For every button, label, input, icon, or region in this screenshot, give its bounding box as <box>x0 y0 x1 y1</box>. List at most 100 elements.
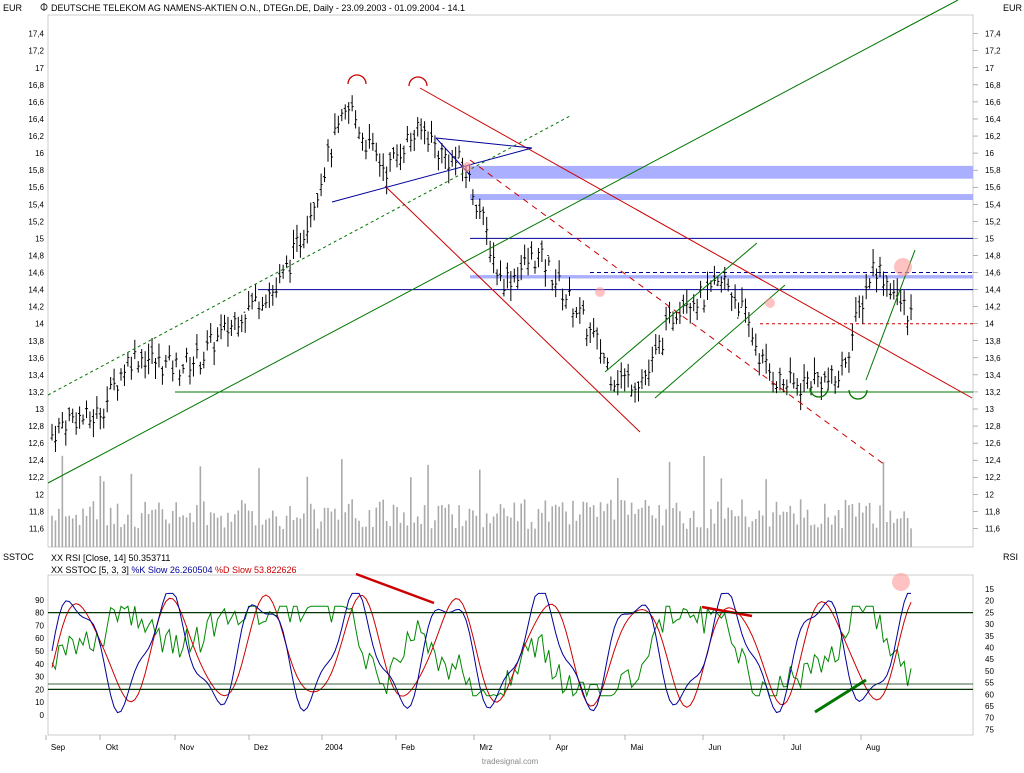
double-bottom-marker <box>848 389 868 400</box>
price-tick-left: 12 <box>35 490 44 499</box>
rebound-channel-lower <box>654 284 786 399</box>
price-tick-left: 16,6 <box>28 98 44 107</box>
rsi-tick: 75 <box>985 725 994 734</box>
price-tick-right: 11,6 <box>985 524 1001 533</box>
price-tick-left: 13 <box>35 405 44 414</box>
price-tick-left: 12,2 <box>28 473 44 482</box>
rsi-tick: 35 <box>985 632 994 641</box>
rsi-tick: 55 <box>985 679 994 688</box>
rsi-tick: 20 <box>985 597 994 606</box>
price-tick-left: 14,4 <box>28 286 44 295</box>
price-tick-right: 13,8 <box>985 337 1001 346</box>
sstoc-tick: 70 <box>35 621 44 630</box>
price-tick-left: 13,8 <box>28 337 44 346</box>
x-tick-label: Apr <box>556 743 569 752</box>
x-tick-label: Jun <box>709 743 722 752</box>
rsi-tick: 25 <box>985 608 994 617</box>
price-tick-right: 14,6 <box>985 269 1001 278</box>
time-axis: Sep Okt Nov Dez 2004 Feb Mrz Apr Mai Jun Jul Aug <box>45 735 880 752</box>
x-tick-label: Feb <box>401 743 415 752</box>
rsi-tick: 60 <box>985 690 994 699</box>
rsi-tick: 50 <box>985 667 994 676</box>
watermark-text: tradesignal.com <box>482 757 539 766</box>
rsi-tick: 30 <box>985 620 994 629</box>
price-tick-left: 17 <box>35 64 44 73</box>
price-tick-left: 11,8 <box>29 507 45 516</box>
x-tick-label: 2004 <box>325 743 343 752</box>
indicator-panel-frame <box>47 574 974 736</box>
double-top-marker <box>408 76 428 87</box>
price-tick-left: 14,6 <box>28 269 44 278</box>
sstoc-tick: 80 <box>35 609 44 618</box>
price-tick-left: 14,8 <box>28 251 44 260</box>
price-tick-right: 14,4 <box>985 286 1001 295</box>
price-tick-left: 16,4 <box>28 115 44 124</box>
highlight-circle <box>765 298 775 308</box>
highlight-circle <box>595 287 605 297</box>
highlight-circle <box>892 573 910 591</box>
price-tick-right: 15,6 <box>985 183 1001 192</box>
indicator-axis: 0 10 20 30 40 50 60 70 80 90 15 20 25 30 35 40 45 50 55 60 6… <box>35 585 994 734</box>
sstoc-tick: 0 <box>40 711 45 720</box>
price-tick-right: 16 <box>985 149 994 158</box>
x-tick-label: Okt <box>106 743 119 752</box>
sstoc-tick: 30 <box>35 673 44 682</box>
uptrend-dashed-line <box>47 115 571 396</box>
stoch-d-line <box>51 594 912 708</box>
price-tick-right: 13,2 <box>985 388 1001 397</box>
sstoc-tick: 20 <box>35 685 44 694</box>
price-tick-left: 13,2 <box>28 388 44 397</box>
price-levels <box>175 237 973 393</box>
sstoc-tick: 40 <box>35 660 44 669</box>
bullish-divergence-line <box>814 678 867 714</box>
volume-bars <box>51 455 912 547</box>
x-tick-label: Mrz <box>479 743 492 752</box>
x-tick-label: Aug <box>866 743 880 752</box>
price-tick-right: 17,2 <box>985 47 1001 56</box>
price-axis: 11,6 11,6 11,8 11,8 12 12 12,2 12,2 12,4 12,4 12,6… <box>28 30 1001 534</box>
price-tick-left: 11,6 <box>29 524 45 533</box>
price-tick-left: 15,8 <box>28 166 44 175</box>
rsi-tick: 45 <box>985 655 994 664</box>
price-tick-right: 16,8 <box>985 81 1001 90</box>
price-tick-right: 16,4 <box>985 115 1001 124</box>
rsi-line <box>51 605 912 698</box>
price-tick-right: 15,2 <box>985 217 1001 226</box>
triangle-upper-edge <box>435 137 533 149</box>
price-tick-left: 12,4 <box>28 456 44 465</box>
rsi-tick: 40 <box>985 644 994 653</box>
price-tick-right: 13,4 <box>985 371 1001 380</box>
price-tick-left: 16,8 <box>28 81 44 90</box>
price-tick-left: 16,2 <box>28 132 44 141</box>
highlight-circle <box>462 162 472 172</box>
rsi-tick: 70 <box>985 714 994 723</box>
rsi-legend: XX RSI [Close, 14] 50.353711 <box>51 553 170 563</box>
stoch-k-line <box>51 592 912 714</box>
resistance-zone <box>470 165 973 179</box>
chart-title: DEUTSCHE TELEKOM AG NAMENS-AKTIEN O.N., … <box>51 3 465 13</box>
rebound-channel-upper <box>604 242 758 373</box>
price-tick-left: 13,6 <box>28 354 44 363</box>
rsi-tick: 15 <box>985 585 994 594</box>
price-tick-right: 17,4 <box>985 30 1001 39</box>
x-tick-label: Dez <box>254 743 268 752</box>
triangle-lower-edge <box>331 147 533 203</box>
price-tick-left: 14 <box>35 320 44 329</box>
price-tick-right: 12,8 <box>985 422 1001 431</box>
sstoc-panel-label: SSTOC <box>3 552 34 562</box>
resistance-zone <box>470 194 973 201</box>
price-tick-left: 17,4 <box>28 30 44 39</box>
x-tick-label: Nov <box>180 743 194 752</box>
x-tick-label: Sep <box>51 743 66 752</box>
sstoc-legend: XX SSTOC [5, 3, 3] %K Slow 26.260504 %D … <box>51 565 297 575</box>
right-unit-label: EUR <box>1003 3 1023 13</box>
price-tick-right: 15,8 <box>985 166 1001 175</box>
price-tick-left: 16 <box>35 149 44 158</box>
left-unit-label: EUR <box>3 3 23 13</box>
double-top-marker <box>347 74 367 85</box>
uptrend-channel-upper <box>47 0 959 484</box>
rsi-tick: 65 <box>985 702 994 711</box>
settings-icon[interactable] <box>40 3 48 11</box>
